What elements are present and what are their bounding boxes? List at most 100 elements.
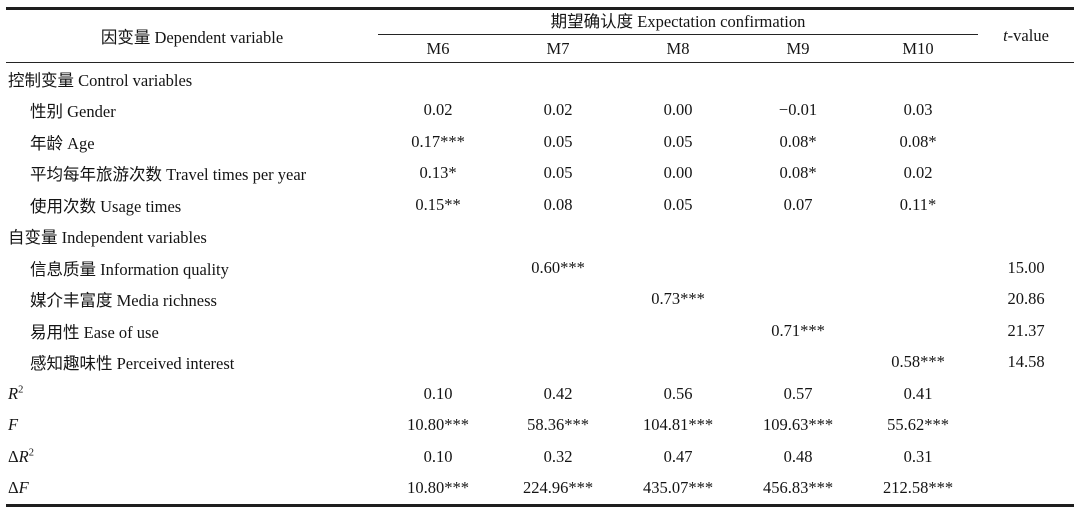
row-label: 媒介丰富度 Media richness bbox=[6, 287, 378, 311]
header-model-row: M6 M7 M8 M9 M10 bbox=[378, 35, 978, 62]
cell-m8: 435.07*** bbox=[642, 478, 714, 498]
cell-m7: 0.08 bbox=[543, 194, 573, 214]
column-header-m8: M8 bbox=[666, 38, 690, 58]
label-text: 信息质量 Information quality bbox=[30, 259, 229, 279]
label-text: F bbox=[8, 415, 19, 435]
t-value-italic-part: t bbox=[1003, 26, 1008, 45]
row-label: 年龄 Age bbox=[6, 130, 378, 154]
cell-m6: 10.80*** bbox=[407, 415, 469, 435]
row-label: F bbox=[6, 415, 378, 435]
cell-m7: 0.60*** bbox=[531, 257, 585, 277]
cell-m10: 0.08* bbox=[899, 131, 937, 151]
row-label: 感知趣味性 Perceived interest bbox=[6, 350, 378, 374]
cell-m8: 0.00 bbox=[663, 100, 693, 120]
table-row: ΔF 10.80*** 224.96*** 435.07*** 456.83*** 212… bbox=[6, 473, 1074, 505]
cell-t-value: 15.00 bbox=[1007, 257, 1045, 277]
cell-m9: 456.83*** bbox=[762, 478, 834, 498]
cell-m10: 0.11* bbox=[899, 194, 937, 214]
cell-m6: 0.13* bbox=[419, 163, 457, 183]
cell-m8: 0.05 bbox=[663, 131, 693, 151]
cell-m7: 58.36*** bbox=[527, 415, 589, 435]
label-superscript: 2 bbox=[28, 447, 34, 459]
label-text: 性别 Gender bbox=[30, 102, 116, 122]
section-row: 控制变量 Control variables bbox=[6, 63, 1074, 95]
table-row: F 10.80*** 58.36*** 104.81*** 109.63*** 55.62… bbox=[6, 410, 1074, 442]
label-text: R bbox=[8, 383, 19, 403]
column-header-m9: M9 bbox=[786, 38, 810, 58]
cell-m7: 0.02 bbox=[543, 100, 573, 120]
row-label: R2 bbox=[6, 384, 378, 404]
cell-m8: 0.73*** bbox=[651, 289, 705, 309]
header-expectation-confirmation: 期望确认度 Expectation confirmation bbox=[378, 10, 978, 35]
cell-m10: 0.02 bbox=[903, 163, 933, 183]
cell-m9: −0.01 bbox=[778, 100, 818, 120]
table-row: 媒介丰富度 Media richness 0.73*** 20.86 bbox=[6, 284, 1074, 316]
table-row: 感知趣味性 Perceived interest 0.58*** 14.58 bbox=[6, 347, 1074, 379]
table-row: 信息质量 Information quality 0.60*** 15.00 bbox=[6, 252, 1074, 284]
label-text: 年龄 Age bbox=[30, 133, 95, 153]
cell-m9: 0.57 bbox=[783, 383, 813, 403]
column-header-m6: M6 bbox=[426, 38, 450, 58]
cell-m8: 0.00 bbox=[663, 163, 693, 183]
row-label: ΔF bbox=[6, 478, 378, 498]
cell-m10: 55.62*** bbox=[887, 415, 949, 435]
cell-m7: 0.42 bbox=[543, 383, 573, 403]
column-header-t-value: t -value bbox=[978, 10, 1074, 62]
table-row: 平均每年旅游次数 Travel times per year 0.13* 0.05 0… bbox=[6, 158, 1074, 190]
cell-m6: 0.10 bbox=[423, 383, 453, 403]
header-group-area: 期望确认度 Expectation confirmation M6 M7 M8 … bbox=[378, 10, 978, 62]
cell-t-value: 21.37 bbox=[1007, 320, 1045, 340]
table-row: ΔR2 0.10 0.32 0.47 0.48 0.31 bbox=[6, 441, 1074, 473]
cell-m9: 109.63*** bbox=[762, 415, 834, 435]
table-row: 年龄 Age 0.17*** 0.05 0.05 0.08* 0.08* bbox=[6, 126, 1074, 158]
header-dependent-variable: 因变量 Dependent variable bbox=[100, 28, 284, 47]
table-row: 易用性 Ease of use 0.71*** 21.37 bbox=[6, 315, 1074, 347]
label-text: 平均每年旅游次数 Travel times per year bbox=[30, 165, 307, 185]
cell-m8: 0.47 bbox=[663, 446, 693, 466]
cell-m9: 0.08* bbox=[779, 131, 817, 151]
label-prefix: Δ bbox=[8, 446, 19, 466]
row-label: 易用性 Ease of use bbox=[6, 319, 378, 343]
cell-m7: 0.05 bbox=[543, 131, 573, 151]
cell-m7: 0.05 bbox=[543, 163, 573, 183]
row-label: 使用次数 Usage times bbox=[6, 193, 378, 217]
cell-m10: 0.31 bbox=[903, 446, 933, 466]
cell-m6: 0.02 bbox=[423, 100, 453, 120]
cell-m10: 212.58*** bbox=[882, 478, 954, 498]
cell-m10: 0.03 bbox=[903, 100, 933, 120]
label-text: 易用性 Ease of use bbox=[30, 322, 159, 342]
label-text: 自变量 Independent variables bbox=[8, 228, 207, 248]
row-label: 信息质量 Information quality bbox=[6, 256, 378, 280]
cell-m9: 0.08* bbox=[779, 163, 817, 183]
cell-m7: 224.96*** bbox=[522, 478, 594, 498]
cell-t-value: 14.58 bbox=[1007, 352, 1045, 372]
regression-table: 因变量 Dependent variable 期望确认度 Expectation… bbox=[6, 7, 1074, 507]
cell-m10: 0.41 bbox=[903, 383, 933, 403]
row-label: ΔR2 bbox=[6, 447, 378, 467]
table-body: 控制变量 Control variables 性别 Gender 0.02 0.02 0… bbox=[6, 63, 1074, 504]
cell-t-value: 20.86 bbox=[1007, 289, 1045, 309]
row-label: 自变量 Independent variables bbox=[6, 224, 378, 248]
cell-m7: 0.32 bbox=[543, 446, 573, 466]
table-row: 性别 Gender 0.02 0.02 0.00 −0.01 0.03 bbox=[6, 95, 1074, 127]
label-text: 感知趣味性 Perceived interest bbox=[30, 354, 235, 374]
cell-m9: 0.07 bbox=[783, 194, 813, 214]
cell-m6: 10.80*** bbox=[407, 478, 469, 498]
cell-m9: 0.48 bbox=[783, 446, 813, 466]
cell-m9: 0.71*** bbox=[771, 320, 825, 340]
label-superscript: 2 bbox=[18, 384, 24, 396]
label-text: 媒介丰富度 Media richness bbox=[30, 291, 217, 311]
t-value-suffix-part: -value bbox=[1007, 26, 1049, 45]
cell-m10: 0.58*** bbox=[891, 352, 945, 372]
label-text: 控制变量 Control variables bbox=[8, 70, 193, 90]
section-row: 自变量 Independent variables bbox=[6, 221, 1074, 253]
cell-m8: 104.81*** bbox=[642, 415, 714, 435]
cell-m8: 0.56 bbox=[663, 383, 693, 403]
row-label: 控制变量 Control variables bbox=[6, 67, 378, 91]
cell-m6: 0.15** bbox=[415, 194, 461, 214]
label-prefix: Δ bbox=[8, 478, 19, 498]
cell-m6: 0.17*** bbox=[411, 131, 465, 151]
label-text: 使用次数 Usage times bbox=[30, 196, 182, 216]
table-header: 因变量 Dependent variable 期望确认度 Expectation… bbox=[6, 10, 1074, 63]
